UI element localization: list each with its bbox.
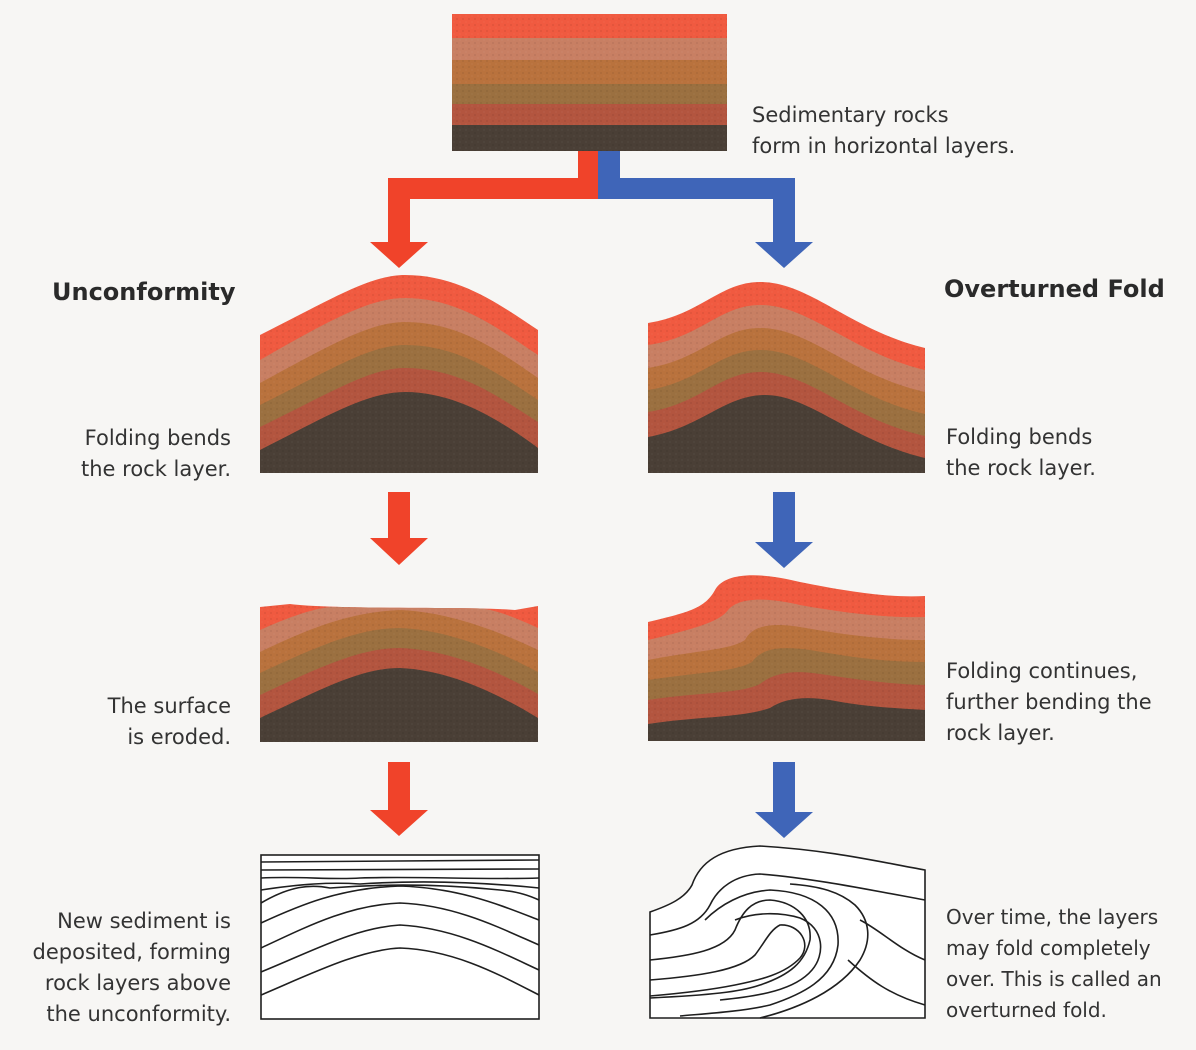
caption-right-fold-line-2: the rock layer. — [946, 456, 1096, 480]
horizontal-layers-block — [452, 14, 727, 151]
caption-left-erode-line-1: The surface — [107, 694, 231, 718]
caption-right-continue-line-2: further bending the — [946, 690, 1152, 714]
caption-right-fold-line-1: Folding bends — [946, 425, 1093, 449]
unconformity-eroded-block — [260, 604, 538, 742]
caption-right-overturn-line-2: may fold completely — [946, 936, 1151, 960]
caption-left-fold-line-2: the rock layer. — [81, 457, 231, 481]
split-arrow — [370, 151, 813, 268]
unconformity-line-drawing — [260, 854, 540, 1020]
caption-left-deposit: New sediment is deposited, forming rock … — [33, 906, 231, 1030]
caption-left-deposit-line-1: New sediment is — [57, 909, 231, 933]
right-branch-arrow — [598, 151, 813, 268]
caption-left-fold: Folding bends the rock layer. — [81, 423, 231, 485]
caption-right-continue-line-1: Folding continues, — [946, 659, 1138, 683]
overturned-continued-block — [648, 575, 925, 741]
overturned-folded-block — [648, 282, 925, 473]
caption-right-overturn-line-1: Over time, the layers — [946, 905, 1159, 929]
caption-right-fold: Folding bends the rock layer. — [946, 422, 1096, 484]
caption-top-line-2: form in horizontal layers. — [752, 134, 1016, 158]
right-down-arrow-2 — [755, 762, 813, 838]
left-branch-arrow — [370, 151, 598, 268]
right-down-arrow-1 — [755, 492, 813, 568]
left-down-arrow-1 — [370, 492, 428, 565]
caption-top-line-1: Sedimentary rocks — [752, 103, 949, 127]
caption-right-continue-line-3: rock layer. — [946, 721, 1055, 745]
caption-right-overturn-line-3: over. This is called an — [946, 967, 1162, 991]
caption-top: Sedimentary rocks form in horizontal lay… — [752, 100, 1015, 162]
caption-left-erode-line-2: is eroded. — [127, 725, 231, 749]
caption-left-erode: The surface is eroded. — [108, 691, 231, 753]
caption-left-deposit-line-2: deposited, forming — [32, 940, 231, 964]
overturned-line-drawing — [649, 845, 926, 1019]
left-down-arrow-2 — [370, 762, 428, 836]
heading-unconformity: Unconformity — [52, 278, 236, 306]
caption-right-overturn: Over time, the layers may fold completel… — [946, 902, 1162, 1026]
caption-left-deposit-line-3: rock layers above — [44, 971, 231, 995]
unconformity-folded-block — [260, 275, 538, 473]
caption-left-deposit-line-4: the unconformity. — [46, 1002, 231, 1026]
heading-overturned-fold: Overturned Fold — [944, 275, 1165, 303]
caption-right-overturn-line-4: overturned fold. — [946, 998, 1107, 1022]
caption-right-continue: Folding continues, further bending the r… — [946, 656, 1152, 749]
caption-left-fold-line-1: Folding bends — [84, 426, 231, 450]
